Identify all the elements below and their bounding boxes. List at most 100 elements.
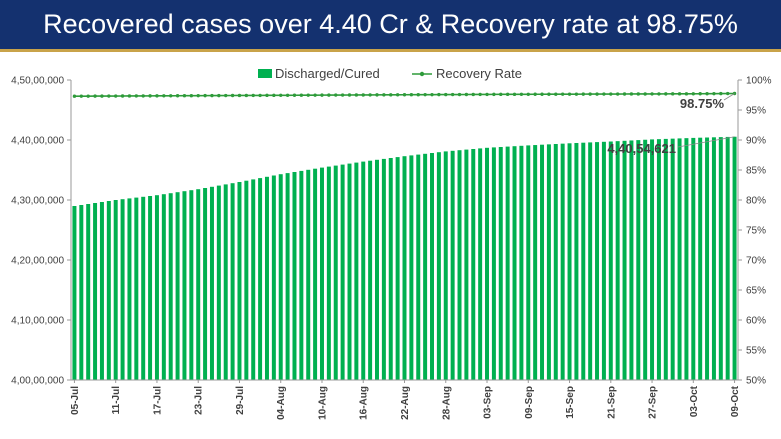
recovery-rate-point xyxy=(368,93,372,97)
bar xyxy=(457,150,462,380)
bar xyxy=(595,142,600,380)
x-tick-label: 09-Oct xyxy=(730,385,741,417)
recovery-rate-point xyxy=(505,92,510,97)
recovery-rate-point xyxy=(72,94,77,98)
recovery-rate-point xyxy=(423,92,427,97)
left-tick-label: 4,20,00,000 xyxy=(11,256,64,267)
recovery-rate-point xyxy=(107,94,111,98)
right-tick-label: 70% xyxy=(746,256,766,267)
title-banner: Recovered cases over 4.40 Cr & Recovery … xyxy=(0,0,781,52)
bar xyxy=(161,194,166,380)
recovery-rate-point xyxy=(519,92,524,96)
recovery-rate-point xyxy=(237,93,242,98)
left-tick-label: 4,00,00,000 xyxy=(11,376,64,387)
x-tick-label: 21-Sep xyxy=(606,386,617,419)
recovery-rate-point xyxy=(148,94,152,98)
bar xyxy=(471,149,476,380)
bar xyxy=(388,158,393,380)
recovery-rate-point xyxy=(175,94,180,98)
annotation-recovery-rate: 98.75% xyxy=(680,96,725,111)
x-tick-label: 28-Aug xyxy=(441,386,452,420)
bar xyxy=(86,204,91,380)
bar xyxy=(113,200,118,380)
bar xyxy=(299,170,304,380)
bar xyxy=(519,145,524,380)
bar xyxy=(608,141,613,380)
recovery-rate-point xyxy=(230,93,235,98)
bar xyxy=(120,199,125,380)
bar xyxy=(278,174,283,380)
bar xyxy=(533,145,538,380)
recovery-rate-point xyxy=(478,92,482,97)
recovery-rate-point xyxy=(217,93,221,98)
bar xyxy=(354,162,359,380)
bar xyxy=(148,196,153,380)
recovery-rate-point xyxy=(258,93,262,98)
bar xyxy=(127,198,132,380)
bar xyxy=(168,193,173,380)
recovery-rate-point xyxy=(306,93,310,97)
bar xyxy=(718,137,723,380)
recovery-chart: 4,00,00,000 4,10,00,000 4,20,00,000 4,30,00… xyxy=(11,66,772,420)
recovery-rate-point xyxy=(189,93,194,98)
bar xyxy=(505,146,510,380)
legend-swatch-discharged xyxy=(258,69,272,78)
recovery-rate-point xyxy=(285,93,290,97)
bar xyxy=(223,184,228,380)
recovery-rate-point xyxy=(615,92,620,96)
left-tick-label: 4,50,00,000 xyxy=(11,76,64,87)
bar xyxy=(711,137,716,380)
recovery-rate-point xyxy=(492,92,496,97)
bar xyxy=(306,169,311,380)
recovery-rate-point xyxy=(636,92,640,96)
recovery-rate-point xyxy=(691,92,695,96)
recovery-rate-point xyxy=(86,94,90,98)
recovery-rate-point xyxy=(554,92,558,96)
bar xyxy=(313,168,318,380)
bar xyxy=(540,144,545,380)
bar xyxy=(663,138,668,380)
recovery-rate-point xyxy=(547,92,551,96)
recovery-rate-point xyxy=(265,93,269,98)
recovery-rate-point xyxy=(450,92,455,97)
bar xyxy=(622,140,627,380)
bar xyxy=(546,144,551,380)
recovery-rate-point xyxy=(560,92,565,96)
bar xyxy=(93,203,98,380)
bar xyxy=(340,164,345,380)
recovery-rate-point xyxy=(155,94,159,98)
recovery-rate-point xyxy=(127,94,132,98)
recovery-rate-point xyxy=(313,93,317,97)
recovery-rate-point xyxy=(657,92,661,96)
bar xyxy=(251,179,256,380)
recovery-rate-point xyxy=(677,92,682,96)
annotation-leader-discharged xyxy=(677,136,735,148)
bar xyxy=(478,148,483,380)
bar xyxy=(237,182,242,380)
bar xyxy=(230,183,235,380)
recovery-rate-point xyxy=(725,91,730,96)
recovery-rate-point xyxy=(292,93,297,97)
bar xyxy=(375,159,379,380)
recovery-rate-point xyxy=(210,93,214,98)
recovery-rate-point xyxy=(114,94,118,98)
recovery-rate-point xyxy=(444,92,448,97)
bar xyxy=(725,136,730,380)
banner-title: Recovered cases over 4.40 Cr & Recovery … xyxy=(43,9,738,39)
recovery-rate-point xyxy=(650,92,654,96)
bar xyxy=(368,160,373,380)
recovery-rate-point xyxy=(437,92,441,97)
bar xyxy=(285,173,290,380)
bar xyxy=(581,142,586,380)
x-tick-label: 10-Aug xyxy=(317,386,328,420)
recovery-rate-point xyxy=(643,92,647,96)
bar xyxy=(271,175,276,380)
recovery-rate-point xyxy=(512,92,517,97)
bar xyxy=(684,138,689,380)
bar xyxy=(698,137,703,380)
legend-label-rate: Recovery Rate xyxy=(436,66,522,81)
bar xyxy=(588,142,593,380)
bar xyxy=(553,144,558,380)
bar xyxy=(636,140,641,380)
recovery-rate-point xyxy=(574,92,579,96)
